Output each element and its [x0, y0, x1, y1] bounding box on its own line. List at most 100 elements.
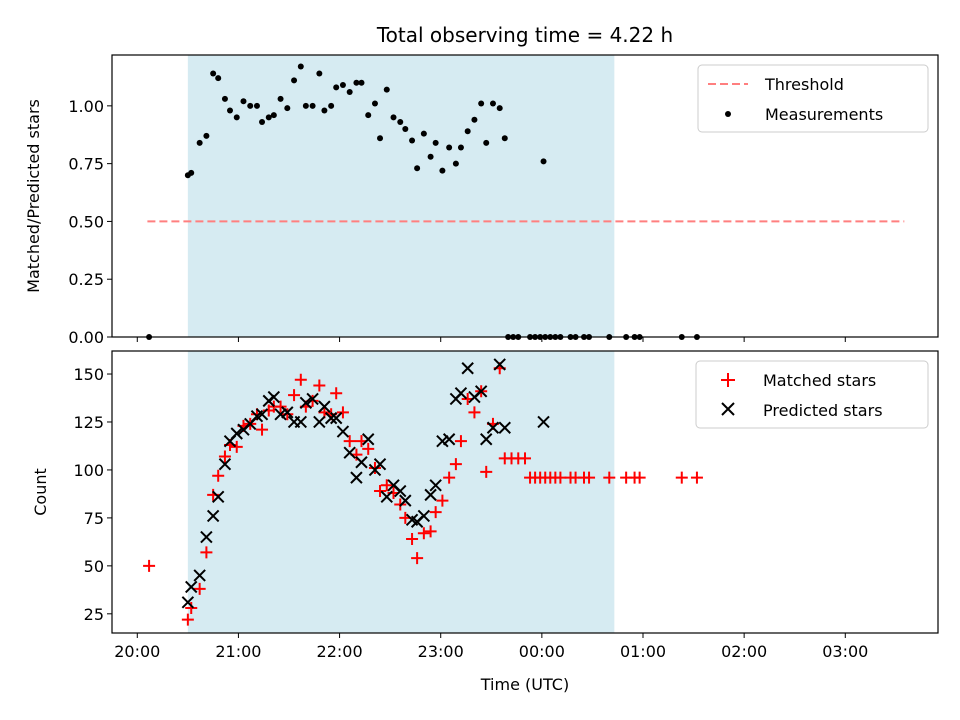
measurements-legend-marker: [725, 111, 731, 117]
measurement-point: [483, 139, 490, 146]
matched-stars-point: [362, 442, 375, 455]
measurement-point: [328, 102, 335, 109]
measurement-point: [188, 169, 195, 176]
measurement-point: [309, 102, 316, 109]
measurement-point: [210, 70, 217, 77]
measurement-point: [339, 82, 346, 89]
top-panel-y-label: Matched/Predicted stars: [24, 99, 43, 293]
measurement-point: [420, 130, 427, 137]
chart-title: Total observing time = 4.22 h: [376, 23, 673, 47]
bottom-legend-box: [695, 360, 929, 429]
predicted-stars-point: [373, 457, 387, 471]
matched-stars-point: [424, 525, 437, 538]
matched-stars-point: [443, 471, 456, 484]
predicted-stars-point: [211, 490, 225, 504]
predicted-legend-marker: [721, 402, 735, 416]
measurement-point: [233, 114, 240, 121]
matched-stars-point: [449, 458, 462, 471]
bottom-panel: 25 50 75 100 125 150 20:00 21:00 22:00 23:00 00:0…: [31, 350, 939, 694]
measurement-point: [270, 112, 277, 119]
measurement-point: [247, 102, 254, 109]
predicted-legend-label: Predicted stars: [763, 401, 883, 420]
measurement-point: [227, 107, 233, 114]
predicted-stars-point: [486, 421, 500, 434]
matched-stars-point: [374, 485, 387, 498]
matched-stars-point: [454, 435, 467, 448]
predicted-stars-point: [306, 392, 319, 406]
predicted-stars-point: [442, 433, 456, 446]
predicted-stars-point: [537, 415, 550, 429]
measurement-point: [464, 128, 471, 135]
bottom-panel-legend: Matched stars Predicted stars: [695, 360, 929, 429]
predicted-stars-point: [394, 484, 407, 498]
measurement-point: [259, 119, 266, 126]
matched-stars-point: [288, 389, 301, 402]
matched-stars-point: [411, 552, 424, 565]
matched-stars-point: [336, 406, 349, 419]
matched-stars-point: [417, 527, 430, 540]
measurement-point: [377, 135, 384, 142]
x-tick-label: 23:00: [418, 642, 464, 661]
matched-stars-point: [313, 379, 326, 392]
predicted-stars-point: [181, 596, 195, 609]
y-tick-label: 0.25: [68, 270, 104, 289]
measurement-point: [215, 75, 222, 82]
x-tick-label: 22:00: [317, 642, 363, 661]
matched-stars-point: [256, 423, 269, 436]
matched-stars-point: [583, 471, 596, 484]
measurement-point: [446, 144, 453, 151]
measurement-point: [358, 79, 365, 86]
y-tick-label: 150: [73, 365, 104, 384]
matched-stars-point: [181, 613, 194, 626]
measurement-point: [414, 165, 421, 172]
measurement-point: [432, 139, 439, 146]
observing-window-top: [187, 55, 615, 337]
top-panel-x-ticks: [136, 337, 846, 342]
measurement-point: [321, 107, 328, 114]
measurement-point: [353, 79, 360, 86]
matched-stars-point: [200, 546, 213, 559]
matched-legend-label: Matched stars: [763, 371, 876, 390]
predicted-stars-point: [417, 509, 431, 523]
matched-stars-point: [281, 408, 294, 421]
y-tick-label: 25: [84, 605, 104, 624]
predicted-stars-point: [218, 457, 232, 471]
predicted-stars-point: [362, 433, 375, 446]
bottom-panel-marks: [143, 358, 703, 626]
predicted-stars-point: [343, 446, 356, 459]
predicted-stars-point: [324, 411, 338, 425]
predicted-stars-point: [480, 433, 493, 446]
y-tick-label: 1.00: [68, 97, 104, 116]
matched-stars-point: [519, 452, 531, 465]
measurement-point: [240, 98, 247, 105]
y-tick-label: 0.50: [68, 212, 104, 231]
measurement-point: [540, 158, 547, 165]
matched-stars-point: [406, 533, 419, 545]
measurement-point: [253, 102, 260, 109]
predicted-stars-point: [200, 530, 213, 544]
bottom-panel-frame: [111, 350, 939, 634]
threshold-legend-label: Threshold: [764, 75, 844, 94]
matched-stars-point: [343, 435, 356, 448]
x-tick-label: 03:00: [822, 642, 868, 661]
matched-stars-point: [185, 602, 198, 615]
y-tick-label: 125: [73, 413, 104, 432]
x-tick-label: 20:00: [114, 642, 160, 661]
measurement-point: [277, 95, 284, 102]
measurement-point: [297, 63, 304, 70]
measurement-point: [302, 102, 309, 109]
measurement-point: [496, 105, 503, 112]
predicted-stars-point: [267, 390, 281, 404]
measurement-point: [365, 112, 372, 119]
measurement-point: [402, 125, 409, 132]
predicted-stars-point: [454, 386, 468, 400]
matched-stars-point: [218, 450, 231, 463]
predicted-stars-point: [474, 385, 488, 398]
measurement-point: [371, 100, 378, 107]
predicted-stars-point: [329, 411, 343, 425]
measurement-point: [221, 95, 228, 102]
matched-stars-point: [675, 471, 688, 484]
top-panel-legend: Threshold Measurements: [697, 64, 929, 133]
y-tick-label: 50: [84, 557, 104, 576]
predicted-stars-point: [255, 408, 269, 421]
